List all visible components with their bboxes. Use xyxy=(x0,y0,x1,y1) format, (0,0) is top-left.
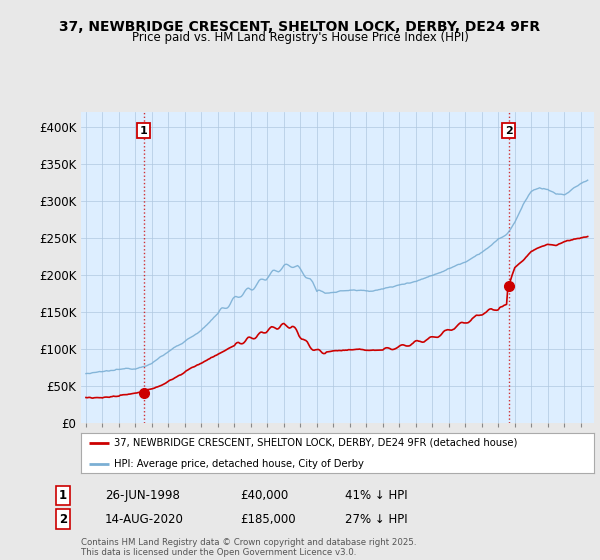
Text: 14-AUG-2020: 14-AUG-2020 xyxy=(105,512,184,526)
Text: Price paid vs. HM Land Registry's House Price Index (HPI): Price paid vs. HM Land Registry's House … xyxy=(131,31,469,44)
Text: 27% ↓ HPI: 27% ↓ HPI xyxy=(345,512,407,526)
Text: 41% ↓ HPI: 41% ↓ HPI xyxy=(345,489,407,502)
Text: 37, NEWBRIDGE CRESCENT, SHELTON LOCK, DERBY, DE24 9FR: 37, NEWBRIDGE CRESCENT, SHELTON LOCK, DE… xyxy=(59,20,541,34)
Text: £40,000: £40,000 xyxy=(240,489,288,502)
Text: £185,000: £185,000 xyxy=(240,512,296,526)
Text: 2: 2 xyxy=(505,125,512,136)
Text: HPI: Average price, detached house, City of Derby: HPI: Average price, detached house, City… xyxy=(115,459,364,469)
Text: 1: 1 xyxy=(140,125,148,136)
Text: Contains HM Land Registry data © Crown copyright and database right 2025.
This d: Contains HM Land Registry data © Crown c… xyxy=(81,538,416,557)
Text: 2: 2 xyxy=(59,512,67,526)
Text: 26-JUN-1998: 26-JUN-1998 xyxy=(105,489,180,502)
Text: 1: 1 xyxy=(59,489,67,502)
Text: 37, NEWBRIDGE CRESCENT, SHELTON LOCK, DERBY, DE24 9FR (detached house): 37, NEWBRIDGE CRESCENT, SHELTON LOCK, DE… xyxy=(115,438,518,448)
